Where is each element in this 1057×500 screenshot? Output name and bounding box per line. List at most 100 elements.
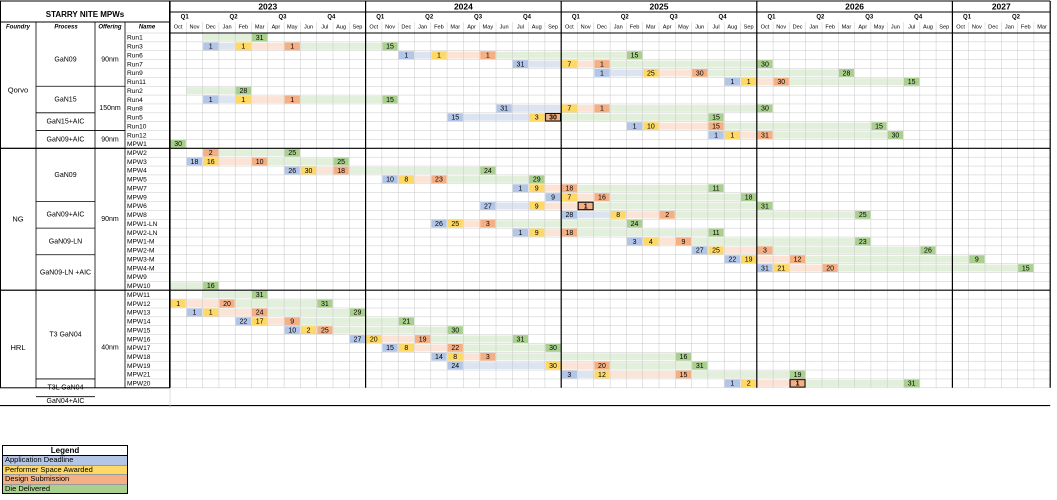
month-label: May (483, 24, 494, 30)
month-label: Dec (206, 24, 216, 30)
milestone-die (871, 122, 887, 131)
run-name: MPW16 (127, 336, 151, 343)
milestone-app (626, 237, 643, 246)
year-label: 2026 (845, 1, 864, 11)
chart-title: STARRY NITE MPWs (46, 10, 125, 19)
milestone-die (252, 33, 268, 42)
quarter-label: Q1 (181, 15, 190, 21)
schedule-bar (838, 264, 1018, 272)
milestone-label: 9 (535, 230, 539, 237)
run-name: Run8 (127, 106, 143, 113)
milestone-label: 1 (730, 381, 734, 388)
run-name: Run4 (127, 97, 143, 104)
quarter-label: Q1 (376, 15, 385, 21)
milestone-label: 1 (290, 97, 294, 104)
schedule-bar (300, 42, 382, 50)
milestone-label: 31 (517, 61, 525, 68)
milestone-label: 3 (486, 221, 490, 228)
month-label: Jun (500, 24, 509, 30)
milestone-perf (252, 317, 268, 326)
milestone-perf (773, 264, 789, 272)
run-name: MPW12 (127, 301, 151, 308)
milestone-label: 15 (386, 97, 394, 104)
milestone-label: 1 (486, 53, 490, 60)
offering-label: 90nm (101, 136, 119, 143)
month-label: Jun (304, 24, 313, 30)
run-name: MPW10 (127, 283, 151, 290)
schedule-bar (300, 96, 382, 103)
run-name: MPW1-LN (127, 221, 158, 228)
month-label: Apr (858, 24, 867, 30)
milestone-label: 19 (419, 336, 427, 343)
milestone-die (398, 317, 414, 326)
milestone-label: 24 (256, 310, 264, 317)
schedule-bar (316, 167, 333, 174)
milestone-app (692, 246, 708, 255)
milestone-app (284, 326, 300, 335)
milestone-label: 23 (435, 177, 443, 184)
milestone-design (561, 228, 577, 237)
milestone-label: 28 (239, 88, 247, 95)
milestone-perf (447, 352, 463, 361)
milestone-design (594, 60, 610, 68)
schedule-bar (414, 175, 431, 183)
foundry-label: NG (12, 214, 23, 223)
milestone-label: 22 (451, 345, 459, 352)
milestone-label: 30 (891, 132, 899, 139)
milestone-label: 25 (451, 221, 459, 228)
foundry-label: Qorvo (8, 86, 28, 95)
month-label: Mar (842, 24, 852, 30)
milestone-perf (741, 255, 757, 264)
milestone-app (512, 60, 529, 68)
process-label: GaN09-LN +AIC (40, 269, 91, 276)
milestone-label: 18 (191, 159, 199, 166)
milestone-die (1018, 264, 1034, 272)
milestone-label: 31 (908, 381, 916, 388)
milestone-label: 27 (696, 248, 704, 255)
milestone-label: 16 (598, 194, 606, 201)
run-name: MPW4 (127, 168, 147, 175)
milestone-label: 3 (486, 354, 490, 361)
milestone-design (252, 157, 268, 166)
month-label: Jan (614, 24, 623, 30)
quarter-label: Q4 (719, 15, 728, 21)
milestone-perf (741, 77, 757, 86)
milestone-perf (561, 193, 577, 202)
milestone-die (757, 104, 773, 113)
run-name: MPW2-LN (127, 230, 158, 237)
process-label: GaN09-LN (49, 238, 82, 245)
milestone-label: 31 (256, 35, 264, 42)
milestone-perf (366, 335, 382, 343)
milestone-label: 1 (714, 132, 718, 139)
milestone-label: 28 (843, 70, 851, 77)
run-name: MPW5 (127, 177, 147, 184)
milestone-die (626, 51, 643, 60)
schedule-bar (577, 193, 594, 201)
schedule-bar (463, 362, 545, 370)
milestone-label: 8 (404, 345, 408, 352)
milestone-label: 1 (241, 44, 245, 51)
milestone-app (561, 370, 577, 379)
milestone-label: 16 (680, 354, 688, 361)
run-name: MPW15 (127, 327, 151, 334)
milestone-design (675, 237, 692, 246)
milestone-perf (610, 210, 626, 219)
offering-label: 90nm (101, 56, 119, 63)
milestone-die (855, 210, 871, 219)
offering-label: 150nm (99, 105, 121, 112)
milestone-label: 19 (745, 257, 753, 264)
milestone-perf (529, 113, 545, 122)
milestone-label: 22 (728, 257, 736, 264)
month-label: Dec (401, 24, 411, 30)
schedule-bar (577, 60, 594, 68)
milestone-label: 3 (567, 372, 571, 379)
year-label: 2024 (454, 1, 473, 11)
quarter-label: Q4 (327, 15, 336, 21)
quarter-label: Q2 (425, 15, 434, 21)
milestone-app (545, 193, 561, 202)
legend-title: Legend (3, 446, 127, 456)
milestone-perf (561, 60, 577, 68)
milestone-perf (708, 246, 724, 255)
month-label: Apr (467, 24, 476, 30)
